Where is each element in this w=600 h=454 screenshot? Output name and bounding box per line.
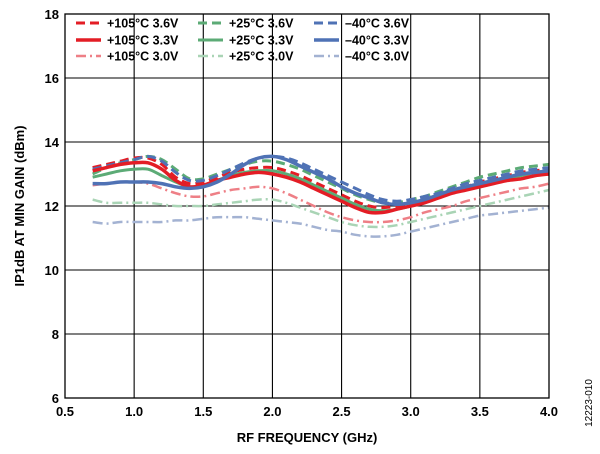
y-tick-label: 18 [45, 7, 59, 22]
x-axis-title: RF FREQUENCY (GHz) [237, 430, 378, 445]
series-line [92, 154, 550, 207]
series-line [92, 206, 550, 238]
series-line [92, 160, 550, 215]
series-line [92, 154, 550, 205]
y-tick-labels: 6 8 10 12 14 16 18 [45, 7, 60, 406]
legend-label: +25°C 3.3V [229, 34, 294, 48]
y-tick-label: 6 [52, 391, 59, 406]
legend-label: +105°C 3.3V [107, 34, 179, 48]
x-tick-label: 2.0 [263, 404, 281, 419]
legend-label: –40°C 3.6V [345, 17, 410, 31]
x-tick-label: 1.5 [194, 404, 212, 419]
series-line [92, 155, 550, 210]
x-tick-label: 1.0 [125, 404, 143, 419]
x-tick-label: 0.5 [56, 404, 74, 419]
legend-label: +25°C 3.6V [229, 17, 294, 31]
legend-label: +105°C 3.6V [107, 17, 179, 31]
x-tick-label: 3.0 [402, 404, 420, 419]
series-line [92, 154, 550, 203]
x-tick-label: 3.5 [471, 404, 489, 419]
legend-label: +25°C 3.0V [229, 50, 294, 64]
legend-label: +105°C 3.0V [107, 50, 179, 64]
plot-area [64, 13, 550, 399]
figure-id: 12223-010 [584, 379, 595, 427]
series-lines [92, 154, 550, 238]
x-tick-labels: 0.5 1.0 1.5 2.0 2.5 3.0 3.5 4.0 [56, 404, 558, 419]
plot-frame [64, 13, 550, 399]
legend-label: –40°C 3.3V [345, 34, 410, 48]
gridlines [65, 14, 549, 398]
series-line [92, 188, 550, 229]
legend-label: –40°C 3.0V [345, 50, 410, 64]
y-tick-label: 10 [45, 263, 59, 278]
y-tick-label: 14 [45, 135, 60, 150]
y-tick-label: 8 [52, 327, 59, 342]
legend: +105°C 3.6V +25°C 3.6V –40°C 3.6V +105°C 3.… [76, 17, 410, 64]
series-line [92, 180, 550, 224]
x-tick-label: 4.0 [540, 404, 558, 419]
y-tick-label: 12 [45, 199, 59, 214]
y-tick-label: 16 [45, 71, 59, 86]
y-axis-title: IP1dB AT MIN GAIN (dBm) [12, 125, 27, 286]
x-tick-label: 2.5 [333, 404, 351, 419]
